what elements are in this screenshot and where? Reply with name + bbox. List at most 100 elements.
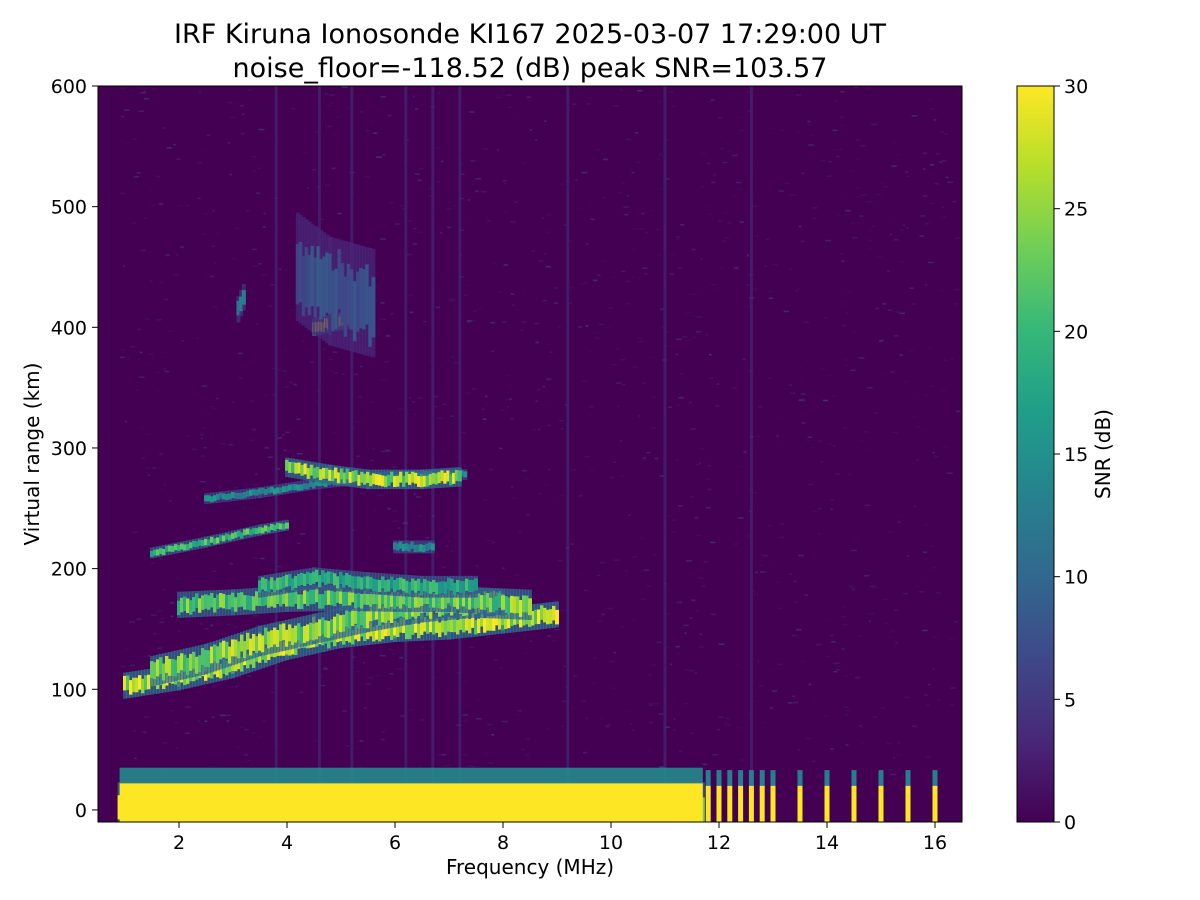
echo-cell — [456, 619, 460, 635]
noise-cell — [954, 303, 957, 305]
echo-cell — [348, 611, 352, 629]
echo-cell — [336, 588, 340, 603]
noise-cell — [946, 472, 953, 474]
echo-cell — [276, 630, 280, 647]
noise-cell — [849, 170, 853, 172]
echo-cell — [435, 618, 439, 633]
noise-cell — [138, 109, 141, 111]
noise-cell — [464, 217, 467, 219]
noise-cell — [413, 413, 416, 415]
noise-cell — [799, 478, 805, 481]
noise-cell — [830, 395, 837, 397]
noise-cell — [498, 291, 502, 293]
echo-cell — [334, 467, 338, 479]
noise-cell — [706, 162, 711, 165]
interference-line — [431, 86, 435, 822]
echo-cell — [468, 595, 472, 610]
noise-cell — [201, 427, 206, 429]
noise-cell — [916, 738, 920, 740]
noise-cell — [721, 658, 724, 661]
noise-cell — [462, 754, 468, 756]
echo-cell — [339, 572, 343, 585]
echo-cell — [348, 574, 352, 587]
noise-cell — [586, 103, 591, 105]
noise-cell — [323, 668, 329, 670]
noise-cell — [589, 469, 595, 471]
noise-cell — [575, 693, 581, 695]
echo-cell — [340, 263, 345, 324]
noise-cell — [143, 90, 146, 92]
noise-cell — [746, 254, 749, 256]
noise-cell — [546, 265, 551, 268]
echo-cell — [407, 544, 412, 552]
noise-cell — [613, 559, 619, 561]
noise-cell — [475, 565, 479, 567]
echo-cell — [419, 544, 424, 552]
noise-cell — [691, 599, 696, 601]
noise-cell — [731, 627, 735, 630]
noise-cell — [707, 206, 712, 208]
noise-cell — [644, 500, 649, 502]
echo-cell — [333, 573, 337, 586]
echo-cell — [285, 592, 289, 607]
noise-cell — [879, 410, 882, 412]
echo-cell — [306, 591, 310, 606]
noise-cell — [666, 647, 671, 649]
noise-cell — [804, 321, 810, 324]
noise-cell — [252, 96, 256, 99]
noise-cell — [553, 287, 558, 289]
noise-cell — [256, 323, 259, 325]
echo-cell — [264, 648, 268, 663]
noise-cell — [447, 540, 450, 542]
noise-cell — [201, 279, 207, 281]
noise-cell — [442, 403, 447, 406]
noise-cell — [126, 647, 130, 650]
noise-cell — [893, 239, 899, 241]
noise-cell — [696, 534, 702, 537]
noise-cell — [226, 720, 230, 722]
noise-cell — [213, 688, 219, 691]
echo-cell — [261, 487, 265, 494]
noise-cell — [463, 715, 469, 717]
echo-cell — [410, 541, 415, 549]
echo-cell — [322, 467, 326, 479]
echo-cell — [399, 471, 403, 483]
noise-cell — [448, 201, 453, 204]
noise-cell — [713, 174, 716, 176]
noise-cell — [870, 612, 874, 615]
noise-cell — [564, 404, 568, 406]
noise-cell — [757, 406, 763, 408]
noise-cell — [292, 353, 296, 356]
echo-cell — [425, 475, 430, 487]
echo-cell — [288, 462, 293, 473]
noise-cell — [741, 737, 745, 740]
noise-cell — [871, 123, 877, 126]
noise-cell — [928, 100, 934, 102]
noise-cell — [892, 141, 897, 144]
noise-cell — [930, 385, 934, 387]
echo-cell — [318, 594, 322, 609]
noise-cell — [550, 351, 553, 353]
noise-cell — [263, 212, 266, 215]
noise-cell — [639, 227, 645, 230]
noise-cell — [769, 671, 775, 673]
noise-cell — [683, 624, 689, 627]
noise-cell — [292, 496, 295, 498]
noise-cell — [855, 187, 862, 189]
noise-cell — [510, 221, 516, 223]
noise-cell — [301, 151, 307, 154]
noise-cell — [120, 349, 125, 351]
noise-cell — [685, 385, 690, 388]
echo-cell — [431, 472, 436, 484]
noise-cell — [641, 267, 648, 269]
noise-cell — [576, 307, 582, 310]
echo-cell — [531, 611, 535, 626]
noise-cell — [705, 653, 708, 655]
noise-cell — [615, 303, 619, 305]
echo-cell — [468, 618, 472, 634]
noise-cell — [686, 287, 690, 290]
echo-cell — [375, 625, 379, 640]
noise-cell — [779, 443, 783, 445]
noise-cell — [856, 464, 861, 466]
noise-cell — [193, 519, 198, 521]
